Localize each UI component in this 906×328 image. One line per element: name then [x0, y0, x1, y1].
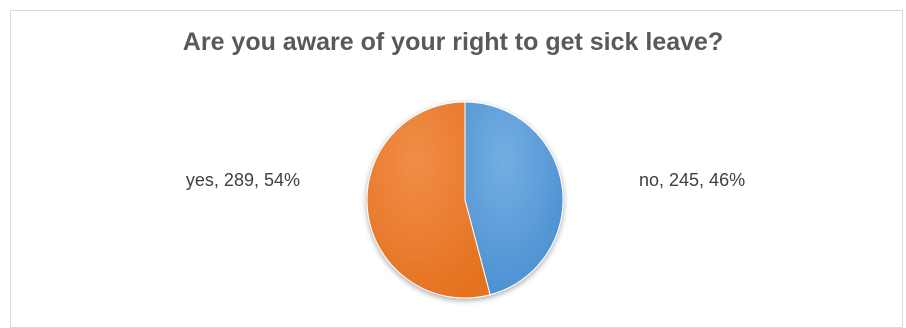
pie-slice-yes: [366, 101, 491, 299]
data-label-no: no, 245, 46%: [639, 170, 745, 190]
data-label-yes: yes, 289, 54%: [186, 170, 300, 190]
pie-slice-no: [464, 101, 564, 296]
chart-title: Are you aware of your right to get sick …: [182, 28, 724, 56]
